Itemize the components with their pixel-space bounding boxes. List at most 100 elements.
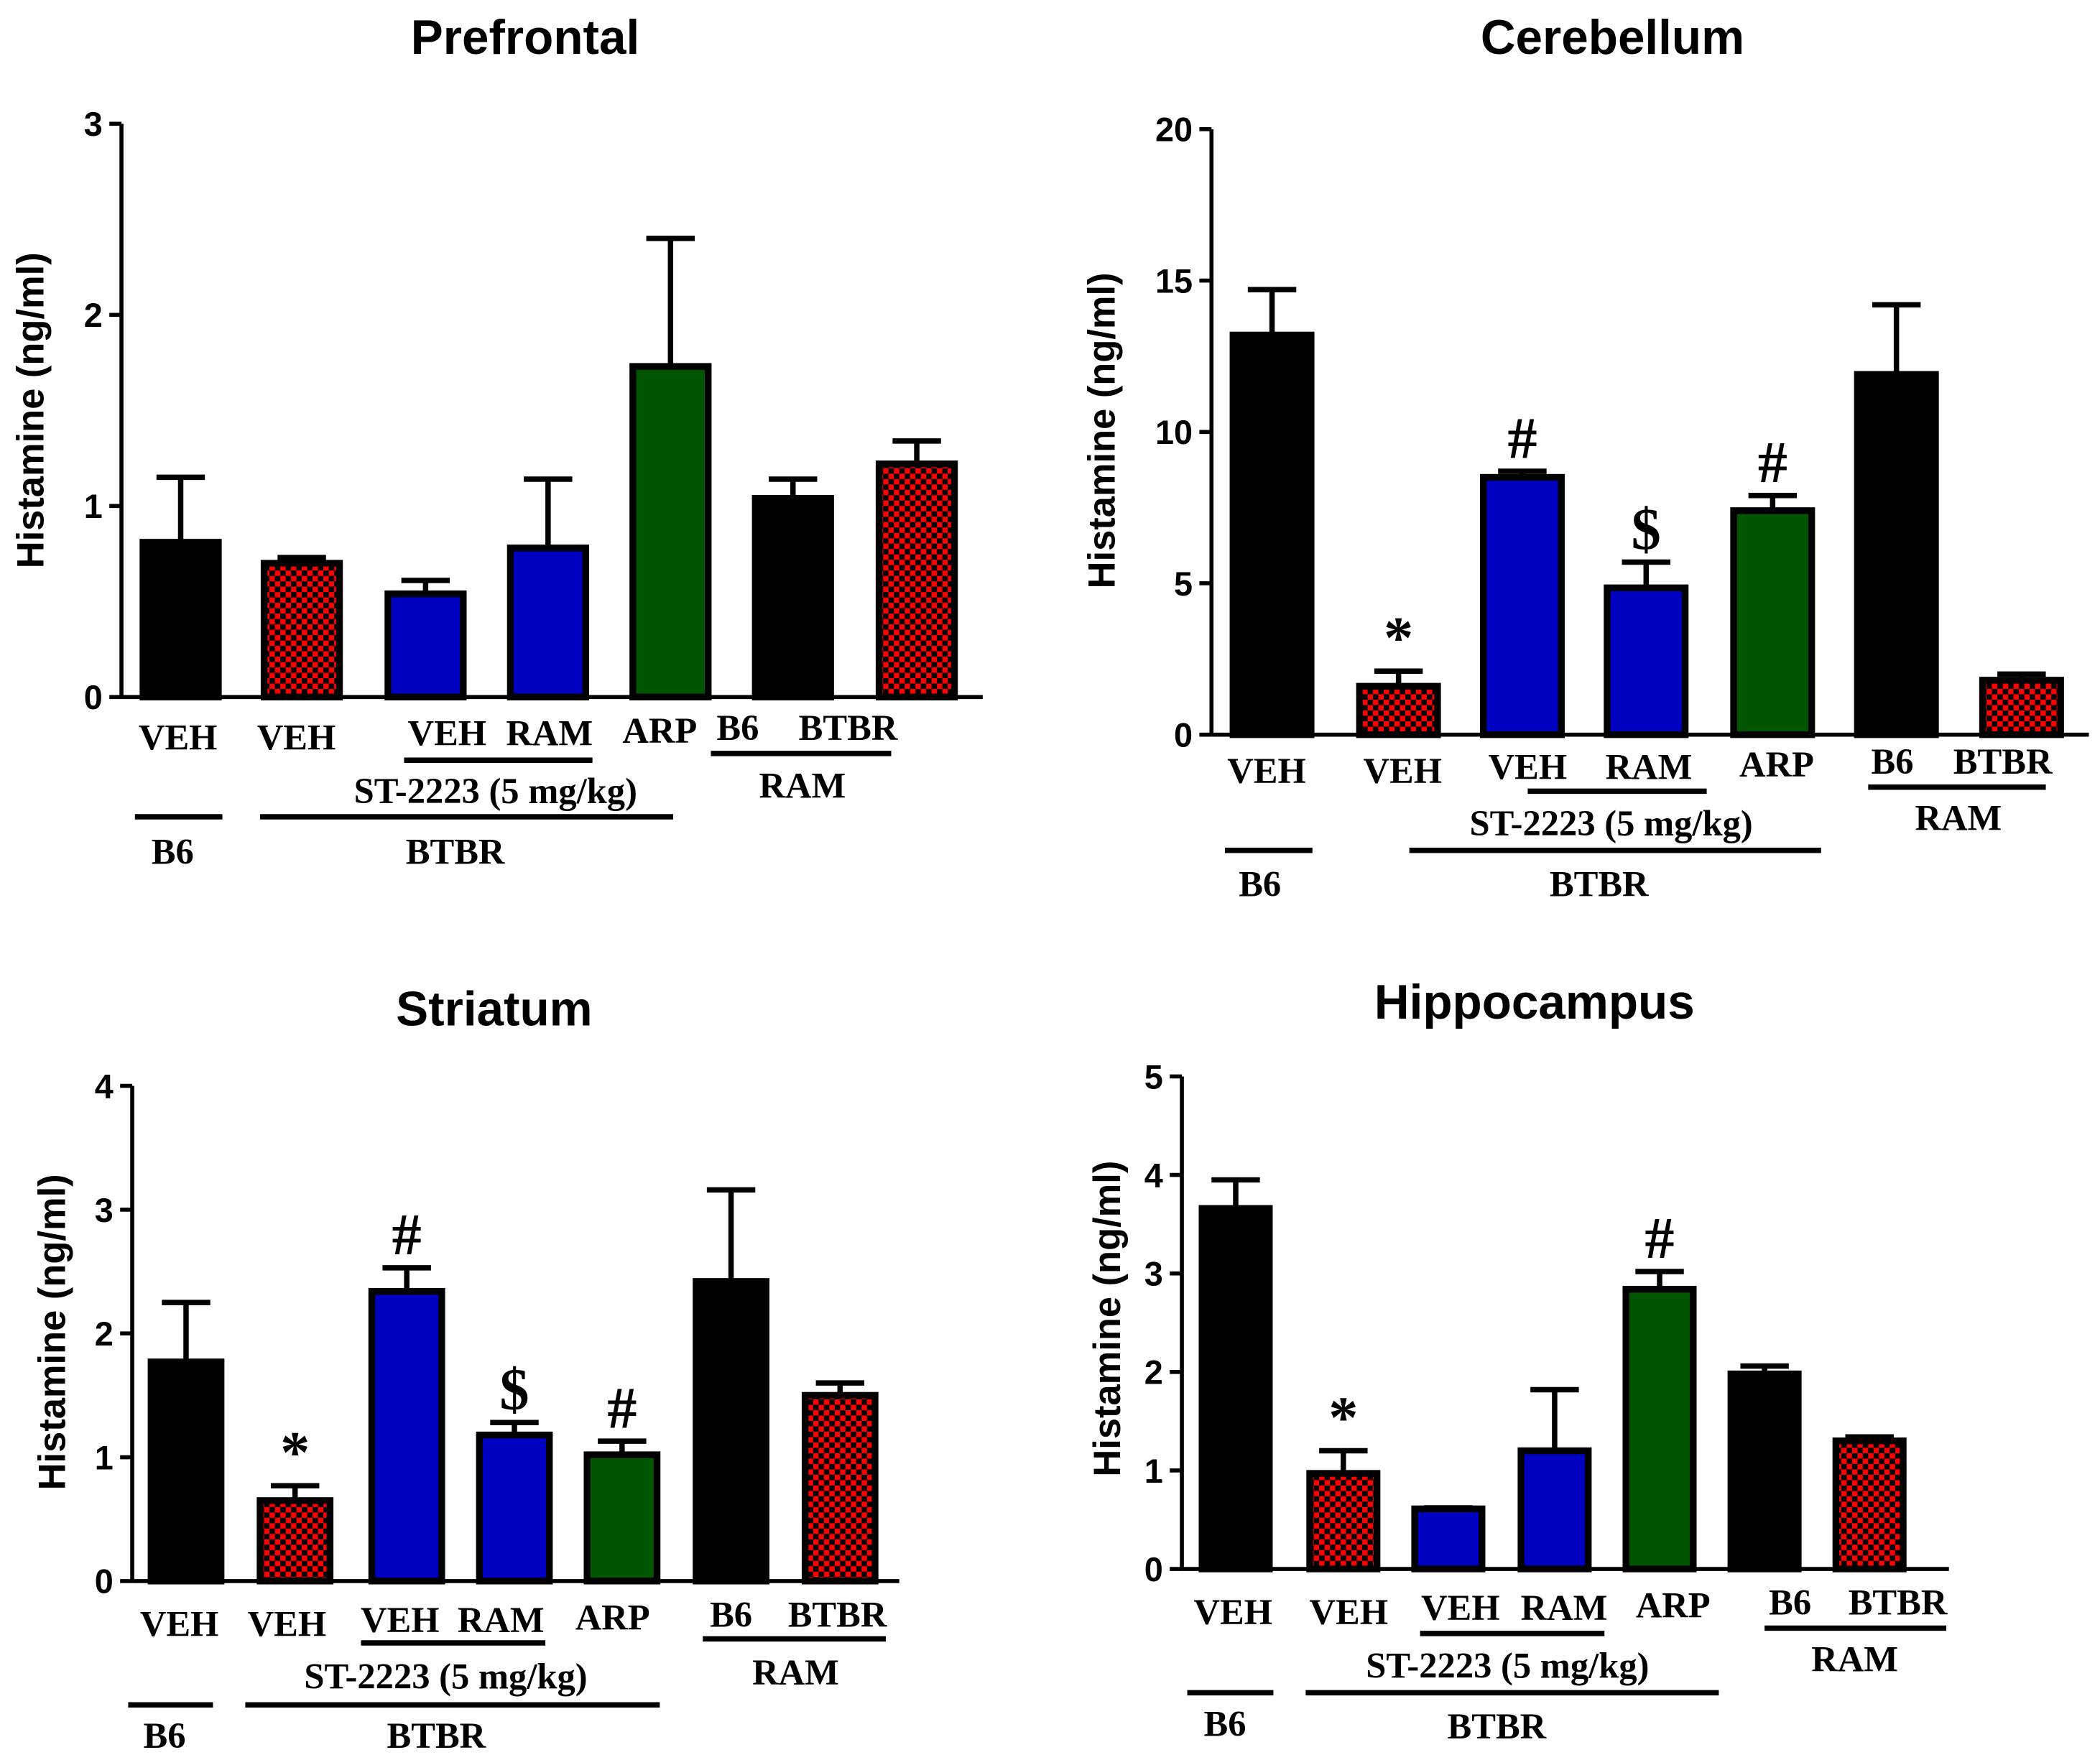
- group-label-ram: RAM: [752, 1652, 839, 1692]
- significance-marker: #: [607, 1375, 637, 1440]
- y-axis-label: Histamine (ng/ml): [10, 252, 52, 568]
- significance-marker: *: [280, 1419, 310, 1485]
- category-label: BTBR: [788, 1595, 887, 1635]
- bar-4: [583, 1451, 661, 1585]
- bar-1: [260, 560, 343, 700]
- category-label: BTBR: [799, 708, 898, 748]
- group-label-b6: B6: [1239, 863, 1281, 904]
- bar-4: [629, 363, 712, 700]
- category-label: ARP: [622, 710, 697, 751]
- y-tick-label: 3: [95, 1192, 114, 1229]
- significance-marker: #: [392, 1202, 422, 1267]
- group-label-st: ST-2223 (5 mg/kg): [1469, 803, 1752, 843]
- bar-6: [1832, 1437, 1907, 1573]
- bar-3: [1517, 1447, 1592, 1573]
- category-label: VEH: [1227, 751, 1306, 791]
- category-label: RAM: [1606, 747, 1693, 787]
- bar-3: [507, 545, 589, 700]
- significance-marker: *: [1384, 605, 1413, 670]
- category-label: VEH: [408, 713, 487, 754]
- bar-1: [256, 1497, 334, 1585]
- y-tick-label: 5: [1144, 1058, 1163, 1096]
- group-label-btbr: BTBR: [1550, 863, 1649, 904]
- y-tick-label: 3: [1144, 1256, 1163, 1293]
- y-tick-label: 2: [1144, 1354, 1163, 1391]
- category-label: RAM: [458, 1600, 545, 1640]
- panel-hippocampus: Hippocampus Histamine (ng/ml) 0 1 2 3 4 5 VEH VEH…: [1087, 976, 1949, 1746]
- category-label: BTBR: [1953, 741, 2053, 782]
- bar-5: [693, 1278, 769, 1585]
- category-label: VEH: [1193, 1592, 1272, 1632]
- group-label-btbr: BTBR: [406, 832, 505, 872]
- bar-1: [1306, 1470, 1381, 1573]
- bar-0: [1229, 331, 1315, 738]
- category-label: B6: [1769, 1583, 1811, 1623]
- significance-marker: #: [1507, 405, 1537, 471]
- category-label: VEH: [1310, 1592, 1389, 1632]
- group-label-ram: RAM: [759, 766, 846, 806]
- y-tick-label: 0: [1144, 1551, 1163, 1588]
- category-label: VEH: [361, 1600, 440, 1640]
- group-label-btbr: BTBR: [1448, 1706, 1547, 1746]
- panel-cerebellum: Cerebellum Histamine (ng/ml) 0 5 10 15 20 VEH VE…: [1081, 11, 2089, 904]
- y-axis-label: Histamine (ng/ml): [32, 1174, 73, 1490]
- category-label: B6: [1872, 741, 1914, 782]
- y-tick-label: 4: [95, 1067, 114, 1105]
- y-tick-label: 2: [84, 297, 103, 334]
- chart-title: Prefrontal: [411, 11, 639, 65]
- bar-2: [368, 1287, 445, 1585]
- significance-marker: $: [499, 1357, 529, 1422]
- panel-striatum: Striatum Histamine (ng/ml) 0 1 2 3 4 VEH VEH * VEH…: [32, 982, 899, 1756]
- bar-0: [139, 539, 222, 700]
- chart-title: Striatum: [396, 982, 592, 1036]
- y-tick-label: 20: [1155, 111, 1193, 149]
- category-label: VEH: [1489, 747, 1568, 787]
- category-label: VEH: [248, 1604, 327, 1644]
- group-label-st: ST-2223 (5 mg/kg): [304, 1657, 587, 1697]
- bar-2: [384, 590, 467, 700]
- category-label: VEH: [139, 717, 218, 757]
- chart-title: Hippocampus: [1374, 976, 1695, 1029]
- significance-marker: $: [1632, 496, 1661, 562]
- group-label-ram: RAM: [1811, 1639, 1898, 1679]
- category-label: ARP: [1636, 1585, 1711, 1625]
- category-label: ARP: [1739, 744, 1814, 784]
- y-tick-label: 1: [1144, 1453, 1163, 1490]
- y-tick-label: 0: [84, 679, 103, 716]
- group-label-ram: RAM: [1915, 798, 2002, 838]
- category-label: VEH: [140, 1604, 219, 1644]
- significance-marker: #: [1758, 430, 1787, 495]
- y-tick-label: 1: [84, 488, 103, 525]
- bar-4: [1730, 507, 1815, 738]
- significance-marker: #: [1645, 1205, 1674, 1271]
- y-tick-label: 1: [95, 1439, 114, 1476]
- y-axis-label: Histamine (ng/ml): [1087, 1161, 1129, 1477]
- group-label-b6: B6: [1203, 1703, 1246, 1743]
- bar-0: [1198, 1205, 1273, 1573]
- group-label-st: ST-2223 (5 mg/kg): [1366, 1646, 1649, 1686]
- y-tick-label: 5: [1174, 565, 1193, 603]
- bar-2: [1479, 473, 1565, 738]
- bar-5: [1854, 371, 1939, 738]
- category-label: VEH: [1363, 751, 1442, 791]
- panel-prefrontal: Prefrontal Histamine (ng/ml) 0 1 2 3 VEH VEH VEH…: [10, 11, 983, 872]
- category-label: B6: [716, 708, 759, 748]
- group-label-b6: B6: [152, 832, 194, 872]
- category-label: ARP: [575, 1597, 650, 1637]
- bar-6: [801, 1391, 879, 1585]
- y-tick-label: 15: [1155, 262, 1193, 300]
- y-axis-label: Histamine (ng/ml): [1081, 272, 1123, 588]
- group-label-st: ST-2223 (5 mg/kg): [354, 771, 637, 811]
- bar-0: [147, 1358, 225, 1585]
- bar-2: [1411, 1505, 1486, 1573]
- y-tick-label: 10: [1155, 414, 1193, 451]
- y-tick-label: 0: [95, 1563, 114, 1601]
- bar-5: [751, 494, 834, 700]
- chart-title: Cerebellum: [1481, 11, 1744, 65]
- group-label-b6: B6: [143, 1715, 185, 1756]
- y-tick-label: 4: [1144, 1157, 1163, 1194]
- y-tick-label: 2: [95, 1315, 114, 1353]
- significance-marker: *: [1328, 1385, 1358, 1450]
- group-label-btbr: BTBR: [387, 1715, 486, 1756]
